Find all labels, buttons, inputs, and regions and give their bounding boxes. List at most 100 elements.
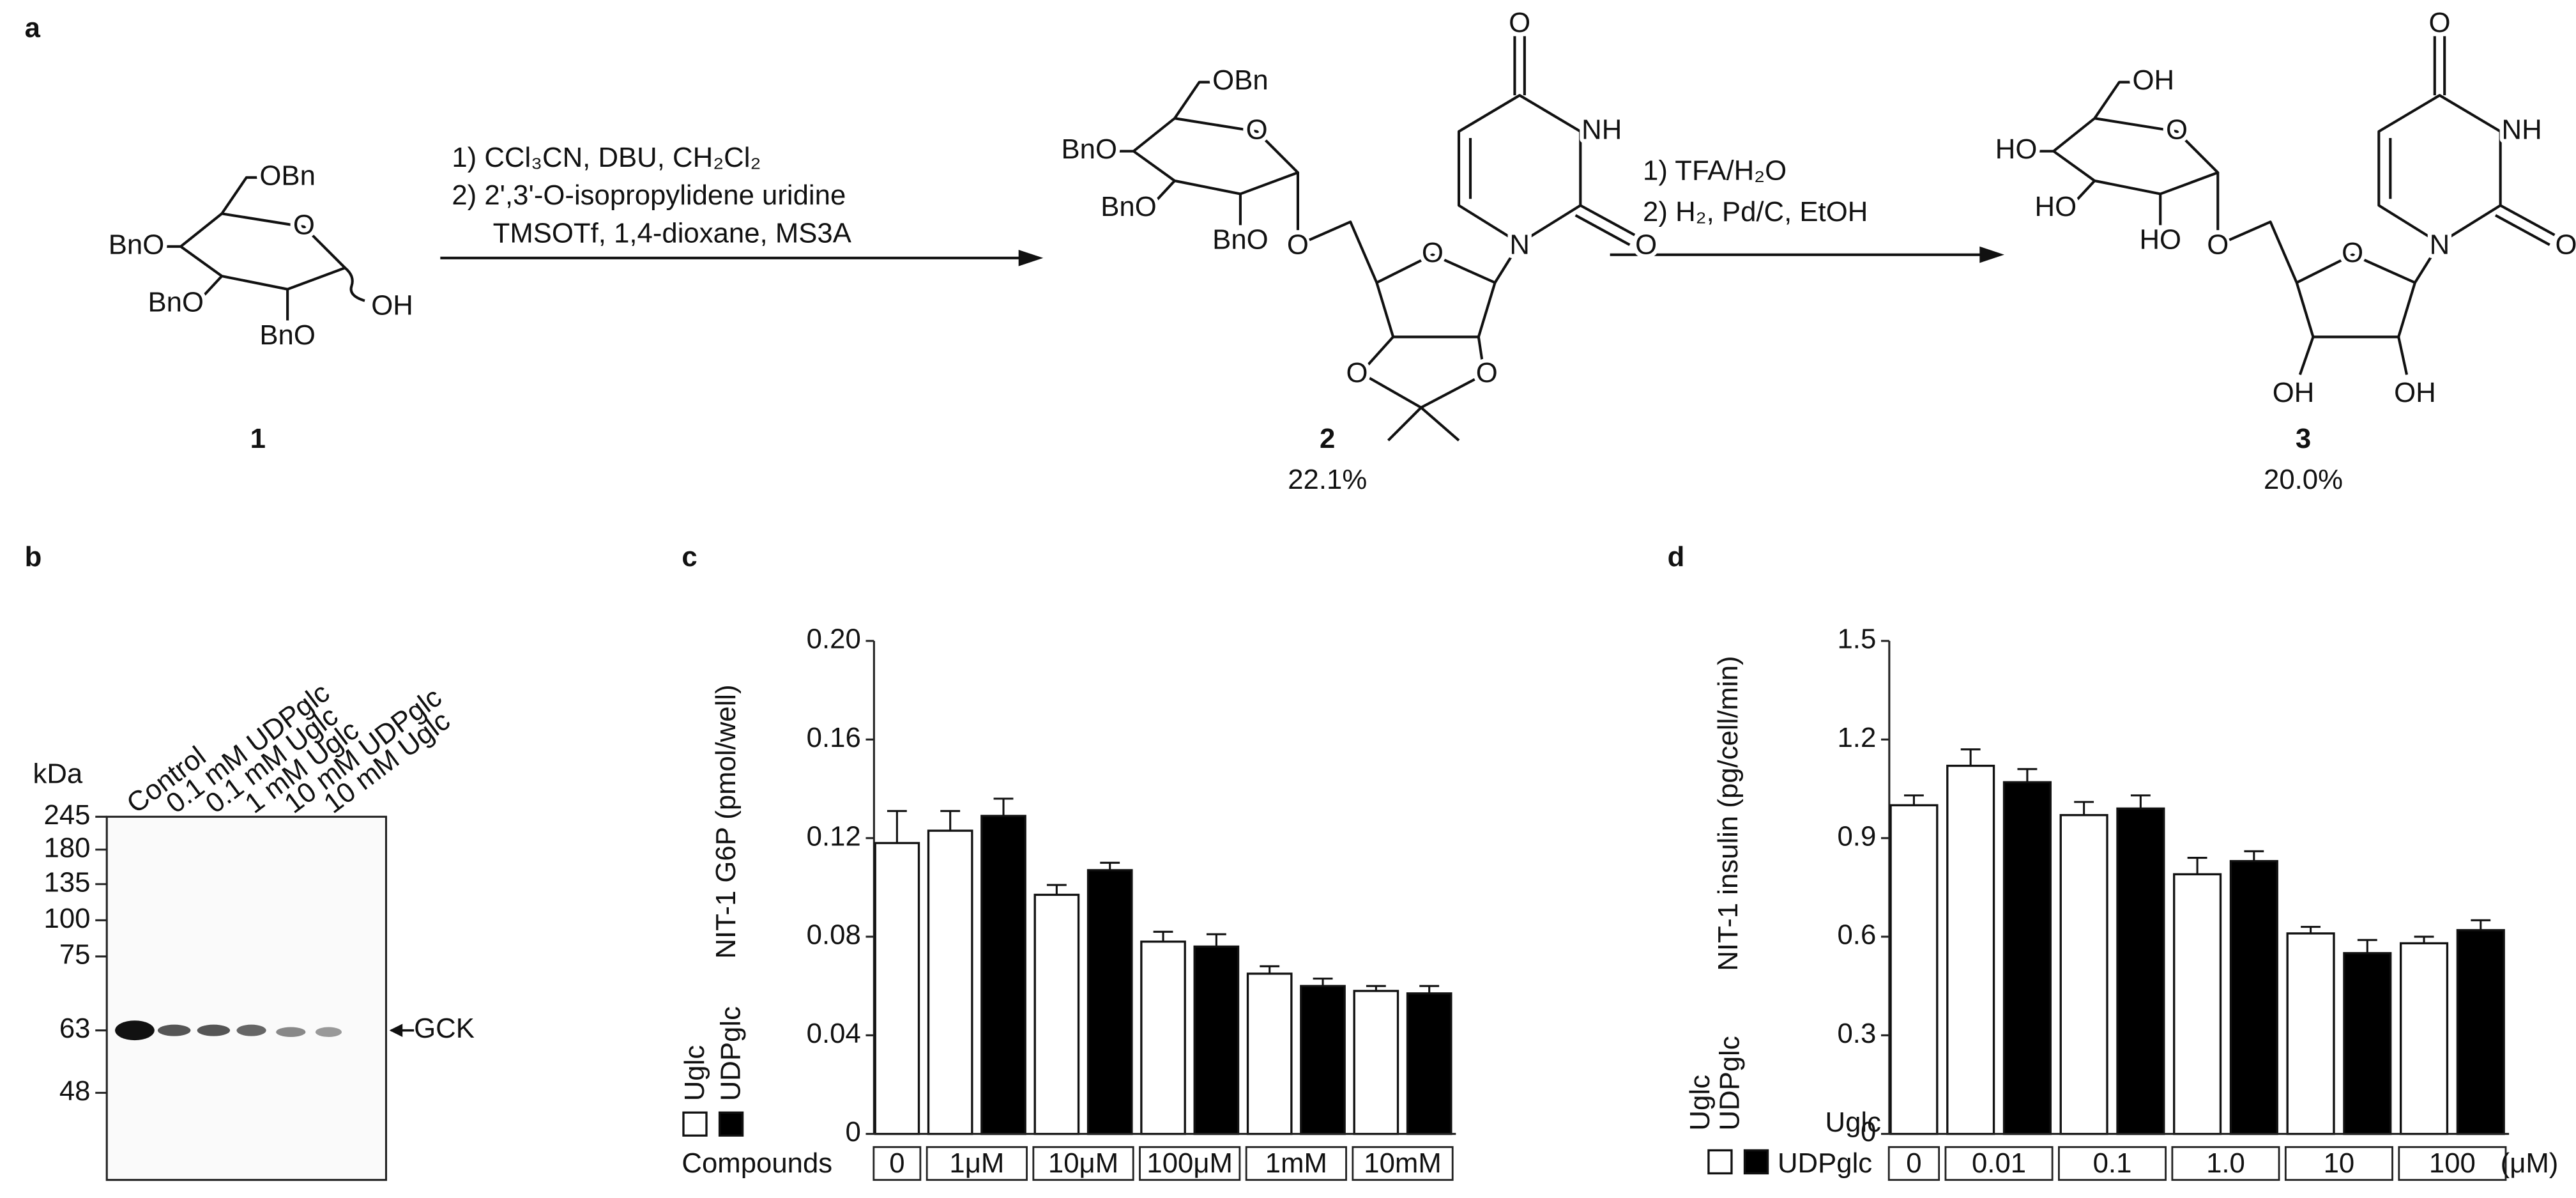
atom-label: N <box>1509 229 1530 260</box>
atom-label: BnO <box>1101 191 1156 222</box>
y-tick-label: 0.20 <box>807 624 861 655</box>
category-box <box>873 1146 922 1181</box>
x-tick-label: 100 <box>2429 1148 2476 1179</box>
panel-label: c <box>682 541 697 572</box>
legend-label: UDPglc <box>715 1006 747 1101</box>
bar <box>2456 929 2505 1135</box>
atom-label: HO <box>2139 224 2181 256</box>
y-axis-title: NIT-1 insulin (pg/cell/min) <box>1712 656 1744 971</box>
bar <box>1193 945 1240 1135</box>
atom-label: O <box>2342 237 2363 268</box>
bonds <box>2298 336 2409 376</box>
bar <box>2229 860 2278 1135</box>
bar <box>980 815 1026 1135</box>
atom-label: O <box>1422 237 1444 268</box>
bar <box>1086 869 1133 1135</box>
atom-label: O <box>1509 7 1530 38</box>
atom-label: OH <box>371 290 413 321</box>
marker-label: 100 <box>44 903 91 934</box>
bar <box>2002 781 2052 1135</box>
bar <box>1033 893 1080 1135</box>
bar <box>874 841 920 1135</box>
x-tick-label: 100μM <box>1147 1148 1233 1179</box>
atom-label: OBn <box>259 160 315 191</box>
atom-label: BnO <box>148 286 203 318</box>
atom-label: O <box>2207 229 2229 260</box>
legend-label: Uglc <box>679 1045 710 1101</box>
legend-swatch <box>682 1111 708 1137</box>
category-box <box>2171 1146 2280 1181</box>
yield: 22.1% <box>1288 464 1367 495</box>
band <box>115 1020 155 1041</box>
atom-label: BnO <box>259 319 315 351</box>
bonds <box>2229 36 2556 339</box>
bar <box>2173 873 2222 1135</box>
band <box>276 1027 306 1037</box>
x-tick-label: 0 <box>889 1148 904 1179</box>
x-tick-label: 10mM <box>1364 1148 1441 1179</box>
category-box <box>1352 1146 1454 1181</box>
y-tick-label: 0.9 <box>1838 820 1877 852</box>
atom-label: O <box>2556 229 2576 260</box>
nucleoside: O O O N NH O O <box>1309 3 1661 442</box>
category-box <box>1245 1146 1347 1181</box>
y-tick-label: 0.16 <box>807 722 861 753</box>
atom-label: O <box>1346 357 1368 388</box>
arrow-head <box>1979 246 2004 263</box>
atom-label: O <box>1476 357 1498 388</box>
category-box <box>2058 1146 2167 1181</box>
y-tick-label: 0.12 <box>807 820 861 852</box>
band <box>157 1024 191 1036</box>
x-tick-label: 0.01 <box>1972 1148 2026 1179</box>
category-box <box>926 1146 1028 1181</box>
bar <box>1140 941 1186 1135</box>
atom-label: O <box>1635 229 1657 260</box>
atom-label: O <box>2428 7 2450 38</box>
x-tick-label: 1.0 <box>2206 1148 2245 1179</box>
bar <box>1406 992 1452 1135</box>
y-tick-label: 0 <box>1861 1116 1876 1148</box>
compound-number: 2 <box>1320 423 1335 454</box>
atom-label: O <box>1287 229 1309 260</box>
compound-number: 1 <box>250 423 266 454</box>
band <box>236 1024 266 1036</box>
legend-label: UDPglc <box>1778 1148 1872 1179</box>
category-box <box>1944 1146 2054 1181</box>
atom-label: O <box>2166 114 2188 145</box>
y-tick-label: 0.04 <box>807 1018 861 1049</box>
y-tick-label: 0.3 <box>1838 1018 1877 1049</box>
atom-label: NH <box>1581 114 1622 145</box>
reagent: TMSOTf, 1,4-dioxane, MS3A <box>493 217 852 249</box>
atom-label: BnO <box>1062 134 1117 165</box>
marker-label: 180 <box>44 832 91 863</box>
bar <box>2343 952 2392 1135</box>
panel-label: b <box>25 541 42 572</box>
arrow-head <box>389 1024 403 1037</box>
bonds <box>344 266 365 302</box>
legend-label: Uglc <box>1684 1075 1716 1130</box>
x-tick-label: 1μM <box>949 1148 1004 1179</box>
legend-swatch <box>1707 1149 1733 1175</box>
x-tick-label: 10μM <box>1048 1148 1118 1179</box>
atom-label: O <box>1246 114 1268 145</box>
band <box>197 1024 231 1036</box>
y-axis-title: NIT-1 G6P (pmol/well) <box>710 684 742 958</box>
category-box <box>2398 1146 2507 1181</box>
bar <box>2116 807 2165 1135</box>
x-axis-unit: (μM) <box>2501 1148 2559 1179</box>
bar <box>2399 942 2449 1135</box>
atom-label: O <box>293 209 315 240</box>
nucleoside: O OH OH N NH O O <box>2229 3 2576 412</box>
category-box <box>1032 1146 1134 1181</box>
bar <box>2059 814 2108 1135</box>
band <box>315 1027 342 1037</box>
y-tick-label: 0 <box>845 1116 860 1148</box>
atom-label: HO <box>2034 191 2077 222</box>
bar <box>1946 764 1995 1135</box>
bar <box>1889 804 1939 1135</box>
marker-label: 63 <box>59 1013 91 1044</box>
reagent: 2) 2',3'-O-isopropylidene uridine <box>452 180 846 211</box>
x-tick-label: 10 <box>2324 1148 2355 1179</box>
